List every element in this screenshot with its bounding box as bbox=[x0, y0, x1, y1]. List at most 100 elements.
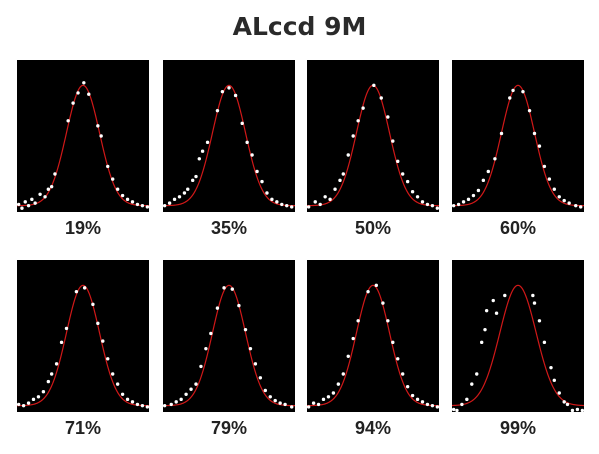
data-point bbox=[130, 400, 135, 404]
plot-panel-19: 19% bbox=[17, 60, 149, 238]
fit-curve bbox=[17, 84, 149, 207]
data-point bbox=[106, 357, 110, 361]
data-point bbox=[481, 178, 486, 183]
data-point bbox=[338, 178, 342, 183]
data-point bbox=[130, 200, 135, 204]
plot-label: 19% bbox=[64, 218, 102, 238]
plot-background bbox=[17, 260, 149, 412]
data-point bbox=[140, 403, 145, 408]
data-point bbox=[23, 200, 27, 204]
data-point bbox=[452, 407, 456, 412]
data-point bbox=[351, 336, 355, 341]
data-point bbox=[476, 188, 481, 193]
figure-title: ALccd 9M bbox=[232, 12, 367, 41]
data-point bbox=[278, 401, 282, 405]
data-point bbox=[430, 203, 435, 208]
data-point bbox=[475, 372, 479, 376]
data-point bbox=[209, 331, 213, 336]
data-point bbox=[268, 395, 272, 399]
plot-panel-71: 71% bbox=[17, 260, 149, 438]
data-point bbox=[243, 327, 248, 332]
plot-panel-60: 60% bbox=[452, 60, 584, 238]
data-point bbox=[240, 121, 244, 126]
data-point bbox=[96, 321, 100, 326]
fit-curve bbox=[452, 284, 584, 407]
data-point bbox=[562, 400, 566, 404]
data-point bbox=[471, 193, 476, 198]
data-point bbox=[71, 101, 75, 105]
data-point bbox=[575, 407, 580, 412]
plot-label: 71% bbox=[64, 418, 102, 438]
data-point bbox=[579, 205, 583, 209]
data-point bbox=[87, 92, 91, 96]
data-point bbox=[17, 402, 21, 407]
data-point bbox=[283, 402, 287, 407]
data-point bbox=[425, 402, 430, 407]
data-point bbox=[580, 408, 584, 412]
data-point bbox=[351, 134, 355, 138]
data-point bbox=[311, 401, 316, 405]
data-point bbox=[574, 203, 578, 208]
data-point bbox=[307, 405, 311, 409]
data-point bbox=[33, 201, 37, 205]
data-point bbox=[410, 393, 415, 398]
fit-curve bbox=[163, 284, 295, 407]
data-point bbox=[532, 301, 537, 305]
data-point bbox=[521, 89, 525, 94]
data-point bbox=[275, 200, 279, 204]
fit-curve bbox=[163, 84, 295, 207]
data-point bbox=[542, 164, 547, 169]
data-point bbox=[401, 172, 405, 176]
data-point bbox=[456, 202, 461, 207]
plot-panel-50: 50% bbox=[307, 60, 439, 238]
data-point bbox=[204, 346, 208, 351]
data-point bbox=[415, 195, 420, 199]
data-point bbox=[260, 179, 264, 184]
data-point bbox=[111, 372, 115, 376]
plot-area bbox=[17, 60, 149, 212]
data-point bbox=[145, 405, 149, 409]
data-point bbox=[341, 172, 345, 176]
data-point bbox=[194, 174, 198, 179]
data-point bbox=[237, 303, 241, 308]
data-point bbox=[313, 200, 317, 204]
data-point bbox=[557, 195, 561, 199]
data-point bbox=[542, 340, 547, 345]
data-point bbox=[125, 397, 130, 402]
data-point bbox=[527, 108, 532, 113]
data-point bbox=[265, 191, 269, 195]
plot-label: 35% bbox=[210, 218, 248, 238]
data-point bbox=[115, 187, 120, 191]
data-point bbox=[484, 308, 489, 313]
data-point bbox=[328, 197, 332, 202]
plot-label: 99% bbox=[499, 418, 537, 438]
data-point bbox=[486, 169, 490, 174]
data-point bbox=[341, 372, 345, 376]
data-point bbox=[215, 306, 220, 310]
data-point bbox=[552, 378, 556, 383]
data-point bbox=[366, 289, 370, 294]
data-point bbox=[321, 397, 326, 402]
plot-area bbox=[452, 260, 584, 412]
data-point bbox=[258, 376, 263, 380]
data-point bbox=[26, 203, 31, 208]
data-point bbox=[273, 398, 277, 403]
data-point bbox=[531, 293, 535, 298]
data-point bbox=[167, 201, 172, 205]
data-point bbox=[215, 108, 220, 113]
data-point bbox=[197, 157, 201, 161]
data-point bbox=[461, 200, 466, 204]
data-point bbox=[200, 149, 205, 153]
data-point bbox=[120, 392, 125, 396]
data-point bbox=[82, 286, 87, 290]
data-point bbox=[460, 402, 464, 407]
data-point bbox=[508, 96, 512, 100]
data-point bbox=[307, 205, 311, 209]
data-point bbox=[169, 402, 173, 407]
data-point bbox=[466, 197, 471, 202]
data-point bbox=[372, 83, 376, 88]
data-point bbox=[140, 203, 145, 208]
data-point bbox=[537, 319, 542, 323]
plot-panel-94: 94% bbox=[307, 260, 439, 438]
data-point bbox=[96, 124, 100, 128]
